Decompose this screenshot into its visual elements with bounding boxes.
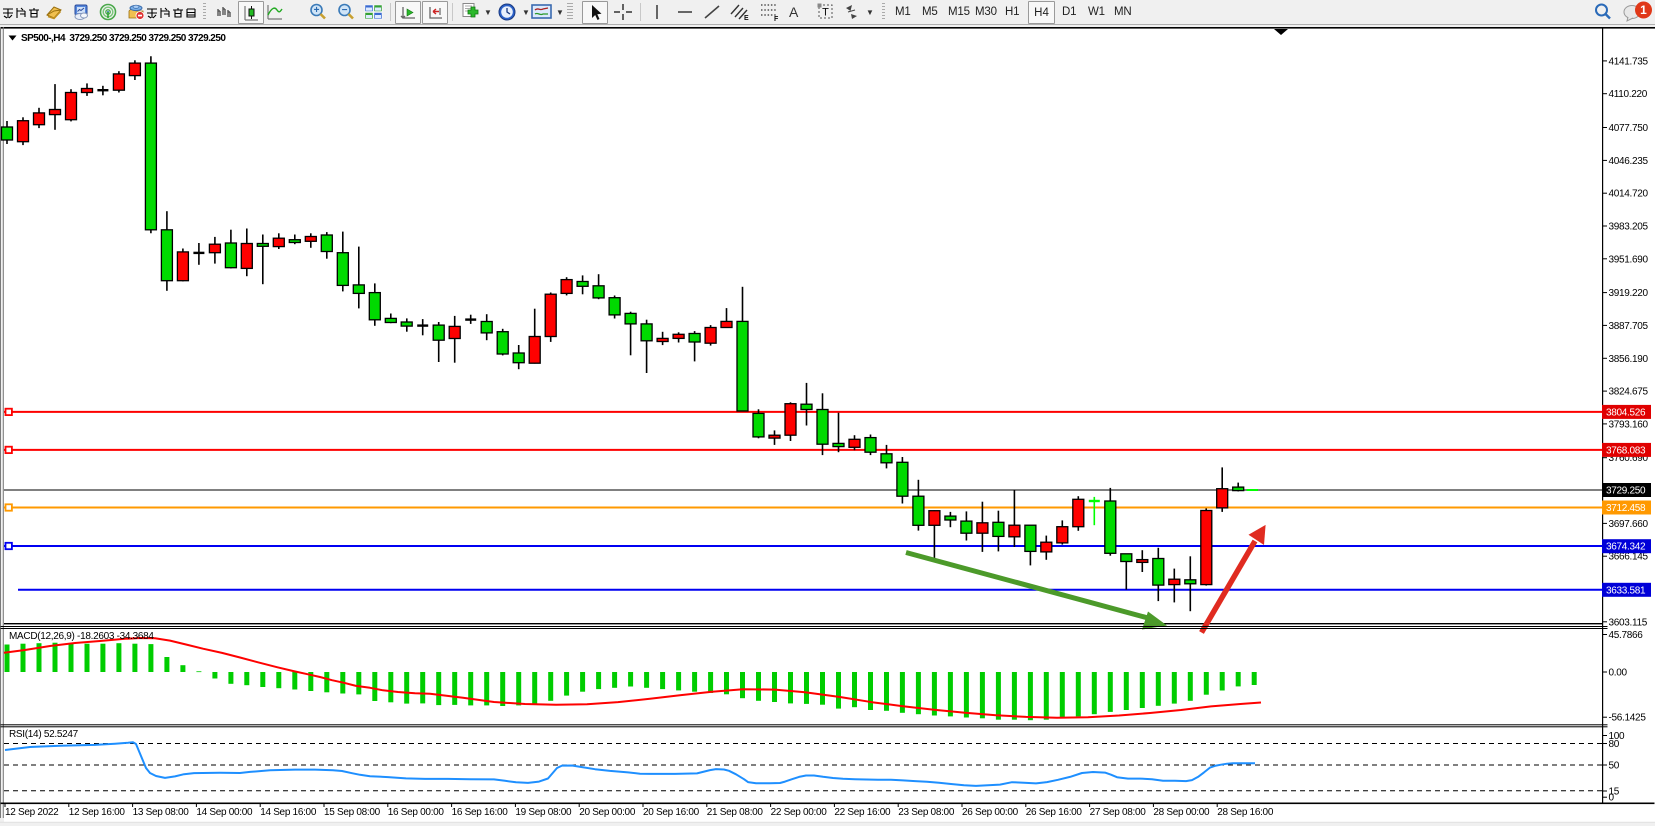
svg-text:MACD(12,26,9) -18.2603 -34.368: MACD(12,26,9) -18.2603 -34.3684 [9,631,154,642]
svg-text:12 Sep 16:00: 12 Sep 16:00 [69,807,126,818]
svg-text:16 Sep 00:00: 16 Sep 00:00 [388,807,445,818]
svg-text:0: 0 [1609,793,1615,804]
svg-text:3729.250: 3729.250 [1606,486,1646,497]
svg-text:0.00: 0.00 [1609,668,1628,679]
svg-text:26 Sep 16:00: 26 Sep 16:00 [1026,807,1083,818]
svg-text:F: F [774,16,779,22]
svg-text:3887.705: 3887.705 [1609,321,1649,332]
svg-text:3603.115: 3603.115 [1609,617,1648,628]
svg-text:-56.1425: -56.1425 [1609,713,1647,724]
svg-text:4077.750: 4077.750 [1609,123,1649,134]
svg-text:21 Sep 08:00: 21 Sep 08:00 [707,807,764,818]
svg-text:1: 1 [1640,3,1647,17]
svg-text:RSI(14) 52.5247: RSI(14) 52.5247 [9,729,79,740]
svg-text:14 Sep 00:00: 14 Sep 00:00 [196,807,253,818]
svg-text:4046.235: 4046.235 [1609,156,1649,167]
svg-text:22 Sep 00:00: 22 Sep 00:00 [771,807,828,818]
svg-text:100: 100 [1609,731,1626,742]
svg-text:3856.190: 3856.190 [1609,354,1649,365]
svg-text:12 Sep 2022: 12 Sep 2022 [5,807,59,818]
svg-text:4014.720: 4014.720 [1609,189,1649,200]
svg-text:−: − [342,5,348,16]
svg-text:3674.342: 3674.342 [1606,542,1646,553]
svg-text:28 Sep 00:00: 28 Sep 00:00 [1153,807,1210,818]
svg-text:20 Sep 16:00: 20 Sep 16:00 [643,807,700,818]
svg-text:3697.660: 3697.660 [1609,519,1649,530]
svg-text:27 Sep 08:00: 27 Sep 08:00 [1090,807,1147,818]
svg-text:50: 50 [1609,761,1620,772]
svg-text:T: T [822,7,829,19]
svg-text:45.7866: 45.7866 [1609,630,1644,641]
svg-text:3666.145: 3666.145 [1609,552,1649,563]
svg-text:E: E [744,15,749,22]
svg-text:3983.205: 3983.205 [1609,222,1649,233]
svg-text:3633.581: 3633.581 [1606,585,1646,596]
svg-text:26 Sep 00:00: 26 Sep 00:00 [962,807,1019,818]
svg-text:4110.220: 4110.220 [1609,89,1648,100]
svg-text:3712.458: 3712.458 [1606,503,1646,514]
svg-text:80: 80 [1609,739,1620,750]
svg-text:3919.220: 3919.220 [1609,288,1649,299]
svg-text:3824.675: 3824.675 [1609,387,1649,398]
svg-text:20 Sep 00:00: 20 Sep 00:00 [579,807,636,818]
svg-text:22 Sep 16:00: 22 Sep 16:00 [834,807,891,818]
svg-text:+: + [314,5,320,16]
svg-text:13 Sep 08:00: 13 Sep 08:00 [133,807,190,818]
svg-text:3793.160: 3793.160 [1609,419,1649,430]
svg-text:15 Sep 08:00: 15 Sep 08:00 [324,807,381,818]
svg-text:28 Sep 16:00: 28 Sep 16:00 [1217,807,1274,818]
svg-text:3804.526: 3804.526 [1606,407,1646,418]
svg-text:4141.735: 4141.735 [1609,56,1649,67]
svg-text:3951.690: 3951.690 [1609,254,1649,265]
svg-text:3760.690: 3760.690 [1609,453,1649,464]
svg-text:19 Sep 08:00: 19 Sep 08:00 [515,807,572,818]
svg-text:23 Sep 08:00: 23 Sep 08:00 [898,807,955,818]
svg-text:16 Sep 16:00: 16 Sep 16:00 [452,807,509,818]
svg-text:SP500-,H4 3729.250 3729.250 3: SP500-,H4 3729.250 3729.250 3729.250 372… [21,33,226,44]
svg-text:15: 15 [1609,787,1620,798]
svg-text:14 Sep 16:00: 14 Sep 16:00 [260,807,317,818]
svg-text:3768.083: 3768.083 [1606,445,1646,456]
